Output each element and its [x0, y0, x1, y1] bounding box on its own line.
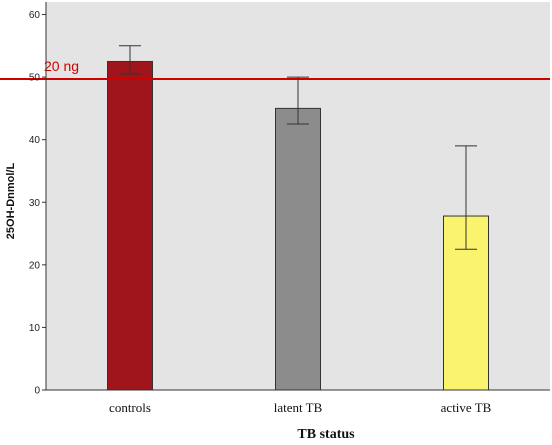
axes-layer	[42, 2, 550, 391]
y-tick-label: 30	[29, 198, 41, 209]
y-tick-label: 50	[29, 73, 41, 84]
y-tick-label: 20	[29, 260, 41, 271]
reference-line-label: 20 ng	[44, 58, 79, 74]
bar-controls	[107, 60, 153, 391]
bar-latent-tb	[275, 107, 321, 391]
category-label: active TB	[441, 400, 492, 415]
tick-labels-layer: 0 10 20 30 40 50 60	[29, 10, 41, 396]
y-tick-label: 60	[29, 10, 41, 21]
y-tick-label: 0	[34, 386, 40, 397]
x-axis-title: TB status	[297, 427, 355, 440]
y-tick-label: 40	[29, 135, 41, 146]
y-axis-title: 25OH-Dnmol/L	[5, 163, 17, 240]
error-bars-layer	[119, 45, 477, 250]
category-label: latent TB	[274, 400, 323, 415]
y-tick-label: 10	[29, 323, 41, 334]
reference-line-layer: 20 ng	[0, 58, 550, 80]
category-label: controls	[109, 400, 151, 415]
category-labels-layer: controls latent TB active TB	[109, 400, 492, 415]
